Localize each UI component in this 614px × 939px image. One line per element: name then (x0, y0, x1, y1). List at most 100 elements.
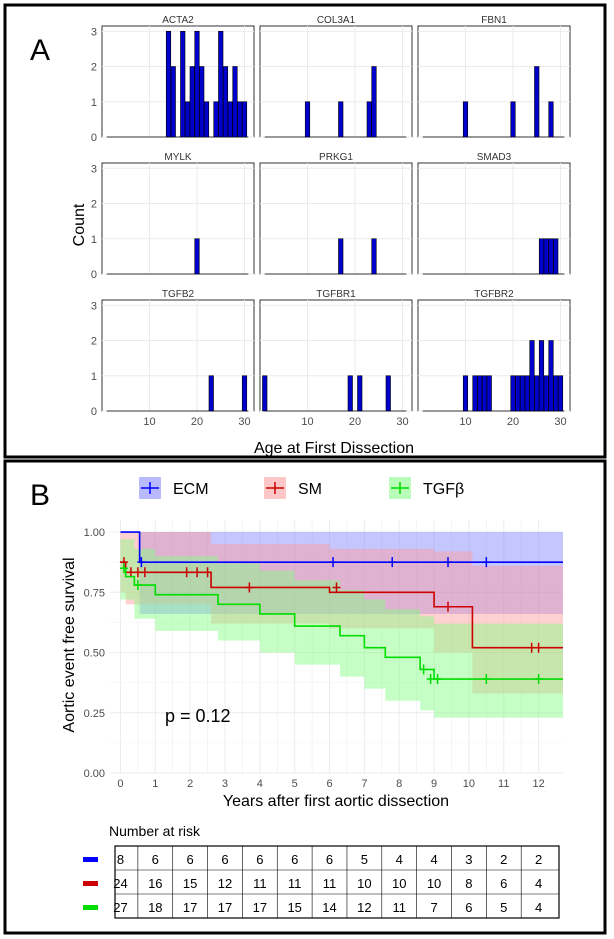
confidence-band-tgfβ (120, 539, 563, 718)
histogram-bar (213, 101, 219, 138)
risk-count: 14 (322, 900, 336, 915)
y-tick-label: 0 (91, 132, 97, 144)
legend-label: TGFβ (423, 481, 464, 498)
risk-count: 4 (396, 852, 403, 867)
censor-mark (182, 567, 191, 578)
risk-count: 17 (253, 900, 267, 915)
histogram-bar (170, 66, 176, 138)
histogram-bar (357, 375, 363, 412)
x-tick-label: 9 (431, 778, 437, 790)
facet-tgfbr2: TGFBR2 10 20 30 (417, 289, 571, 428)
legend-key (141, 482, 159, 494)
y-tick-label: 1 (91, 234, 97, 246)
censor-mark (444, 557, 453, 568)
facet-plot-area (417, 25, 571, 138)
x-tick-label: 30 (554, 416, 566, 428)
censor-mark (388, 557, 397, 568)
censor-mark (419, 664, 428, 675)
legend-label: ECM (173, 481, 209, 498)
risk-count: 8 (465, 876, 472, 891)
risk-count: 10 (427, 876, 441, 891)
histogram-bar (543, 238, 549, 275)
censor-mark (133, 580, 142, 591)
facet-title: MYLK (164, 152, 192, 163)
facet-plot-area (259, 162, 413, 275)
x-tick-label: 20 (507, 416, 519, 428)
histogram-bar (548, 340, 554, 412)
risk-count: 6 (291, 852, 298, 867)
y-tick-label: 1 (91, 371, 97, 383)
risk-count: 5 (500, 900, 507, 915)
histogram-bar (371, 238, 377, 275)
risk-count: 4 (535, 900, 542, 915)
y-tick-label: 0.75 (84, 587, 105, 599)
histogram-bar (534, 66, 540, 138)
histogram-bar (481, 375, 488, 412)
histogram-bar (208, 375, 214, 412)
panel-a-x-axis-title: Age at First Dissection (254, 440, 414, 457)
censor-mark (444, 601, 453, 612)
histogram-bar (165, 30, 172, 138)
histogram-bar (548, 101, 554, 138)
histogram-bar (184, 101, 191, 138)
survival-curve-ecm (120, 531, 563, 563)
histogram-bar (534, 375, 540, 412)
x-tick-label: 10 (463, 778, 475, 790)
histogram-bar (538, 340, 545, 412)
histogram-bar (529, 340, 535, 412)
legend-key (266, 482, 284, 494)
censor-mark (534, 674, 543, 685)
facet-plot-area (101, 299, 255, 412)
x-tick-label: 11 (498, 778, 509, 790)
x-tick-label: 12 (532, 778, 544, 790)
histogram-bar (338, 238, 344, 275)
histogram-bar (194, 238, 200, 275)
x-tick-label: 3 (222, 778, 228, 790)
y-tick-label: 0.50 (84, 648, 105, 660)
histogram-bar (194, 30, 200, 138)
y-tick-label: 0 (91, 406, 97, 418)
legend-label: SM (298, 481, 322, 498)
histogram-bar (538, 238, 545, 275)
histogram-bar (304, 101, 311, 138)
risk-count: 18 (148, 900, 162, 915)
histogram-bar (462, 375, 469, 412)
risk-count: 6 (187, 852, 194, 867)
x-tick-label: 10 (301, 416, 313, 428)
facet-tgfbr1: TGFBR1 10 20 30 (259, 289, 413, 428)
risk-row-color-key (83, 905, 98, 910)
facet-plot-area (101, 162, 255, 275)
facet-histogram-grid: ACTA2 0 1 2 3 COL3A1 FBN1 MYLK 0 1 2 3 PRKG1 SMAD3 TGF… (91, 15, 571, 428)
risk-table-box (114, 845, 560, 919)
legend-item-tgfβ: TGFβ (389, 477, 464, 499)
risk-count: 7 (430, 900, 437, 915)
facet-prkg1: PRKG1 (259, 152, 413, 275)
y-tick-label: 2 (91, 336, 97, 348)
histogram-bar (371, 66, 377, 138)
histogram-bar (203, 101, 210, 138)
x-tick-label: 20 (191, 416, 203, 428)
risk-count: 12 (357, 900, 371, 915)
p-value: p = 0.12 (165, 706, 231, 726)
y-tick-label: 0 (91, 269, 97, 281)
histogram-bar (548, 238, 554, 275)
risk-table-title: Number at risk (109, 823, 201, 839)
histogram-bar (237, 101, 243, 138)
histogram-bar (227, 101, 233, 138)
censor-mark (482, 674, 491, 685)
risk-count: 6 (256, 852, 263, 867)
x-tick-label: 8 (396, 778, 402, 790)
risk-count: 8 (117, 852, 124, 867)
x-tick-label: 5 (292, 778, 298, 790)
histogram-bar (510, 375, 516, 412)
x-tick-label: 1 (152, 778, 158, 790)
risk-row-ecm: 8 6 6 6 6 6 6 5 4 4 3 2 2 (83, 852, 542, 867)
panel-b-frame (3, 459, 607, 935)
histogram-bar (189, 66, 195, 138)
facet-title: PRKG1 (319, 152, 353, 163)
x-tick-label: 10 (459, 416, 471, 428)
histogram-bar (347, 375, 353, 412)
histogram-bar (543, 375, 549, 412)
histogram-bar (262, 375, 268, 412)
